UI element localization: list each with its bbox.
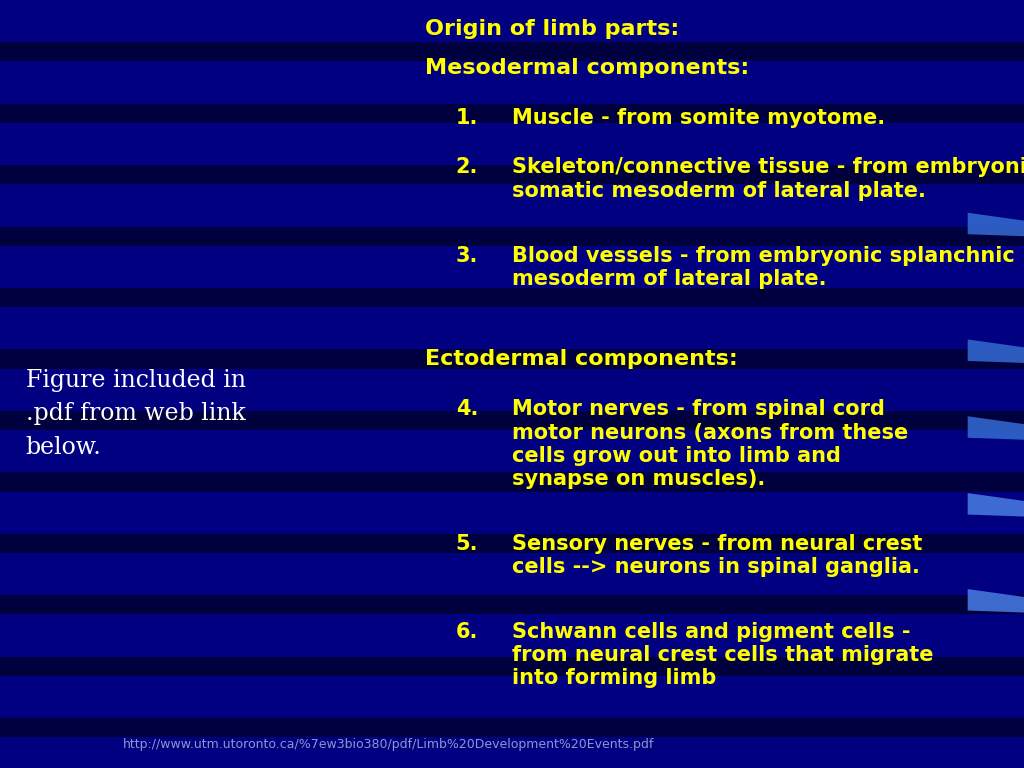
- Text: Sensory nerves - from neural crest
cells --> neurons in spinal ganglia.: Sensory nerves - from neural crest cells…: [512, 534, 923, 577]
- FancyBboxPatch shape: [0, 718, 1024, 737]
- FancyBboxPatch shape: [0, 104, 1024, 123]
- Polygon shape: [968, 416, 1024, 440]
- FancyBboxPatch shape: [0, 165, 1024, 184]
- Polygon shape: [968, 339, 1024, 363]
- Text: http://www.utm.utoronto.ca/%7ew3bio380/pdf/Limb%20Development%20Events.pdf: http://www.utm.utoronto.ca/%7ew3bio380/p…: [123, 738, 654, 751]
- Text: Blood vessels - from embryonic splanchnic
mesoderm of lateral plate.: Blood vessels - from embryonic splanchni…: [512, 246, 1015, 289]
- Polygon shape: [968, 493, 1024, 517]
- Polygon shape: [968, 589, 1024, 613]
- FancyBboxPatch shape: [0, 657, 1024, 676]
- Text: Muscle - from somite myotome.: Muscle - from somite myotome.: [512, 108, 885, 127]
- Text: Mesodermal components:: Mesodermal components:: [425, 58, 750, 78]
- FancyBboxPatch shape: [0, 595, 1024, 614]
- FancyBboxPatch shape: [0, 227, 1024, 246]
- FancyBboxPatch shape: [0, 534, 1024, 553]
- Text: Ectodermal components:: Ectodermal components:: [425, 349, 737, 369]
- Text: Motor nerves - from spinal cord
motor neurons (axons from these
cells grow out i: Motor nerves - from spinal cord motor ne…: [512, 399, 908, 489]
- Polygon shape: [968, 213, 1024, 237]
- Text: 2.: 2.: [456, 157, 478, 177]
- Text: 4.: 4.: [456, 399, 478, 419]
- FancyBboxPatch shape: [0, 411, 1024, 430]
- Text: Schwann cells and pigment cells -
from neural crest cells that migrate
into form: Schwann cells and pigment cells - from n…: [512, 622, 934, 688]
- Text: Figure included in
.pdf from web link
below.: Figure included in .pdf from web link be…: [26, 369, 246, 459]
- FancyBboxPatch shape: [0, 349, 1024, 369]
- Text: 3.: 3.: [456, 246, 478, 266]
- Text: 5.: 5.: [456, 534, 478, 554]
- Text: Origin of limb parts:: Origin of limb parts:: [425, 19, 679, 39]
- FancyBboxPatch shape: [0, 288, 1024, 307]
- Text: Skeleton/connective tissue - from embryonic
somatic mesoderm of lateral plate.: Skeleton/connective tissue - from embryo…: [512, 157, 1024, 200]
- Text: 1.: 1.: [456, 108, 478, 127]
- FancyBboxPatch shape: [0, 42, 1024, 61]
- Text: 6.: 6.: [456, 622, 478, 642]
- FancyBboxPatch shape: [0, 472, 1024, 492]
